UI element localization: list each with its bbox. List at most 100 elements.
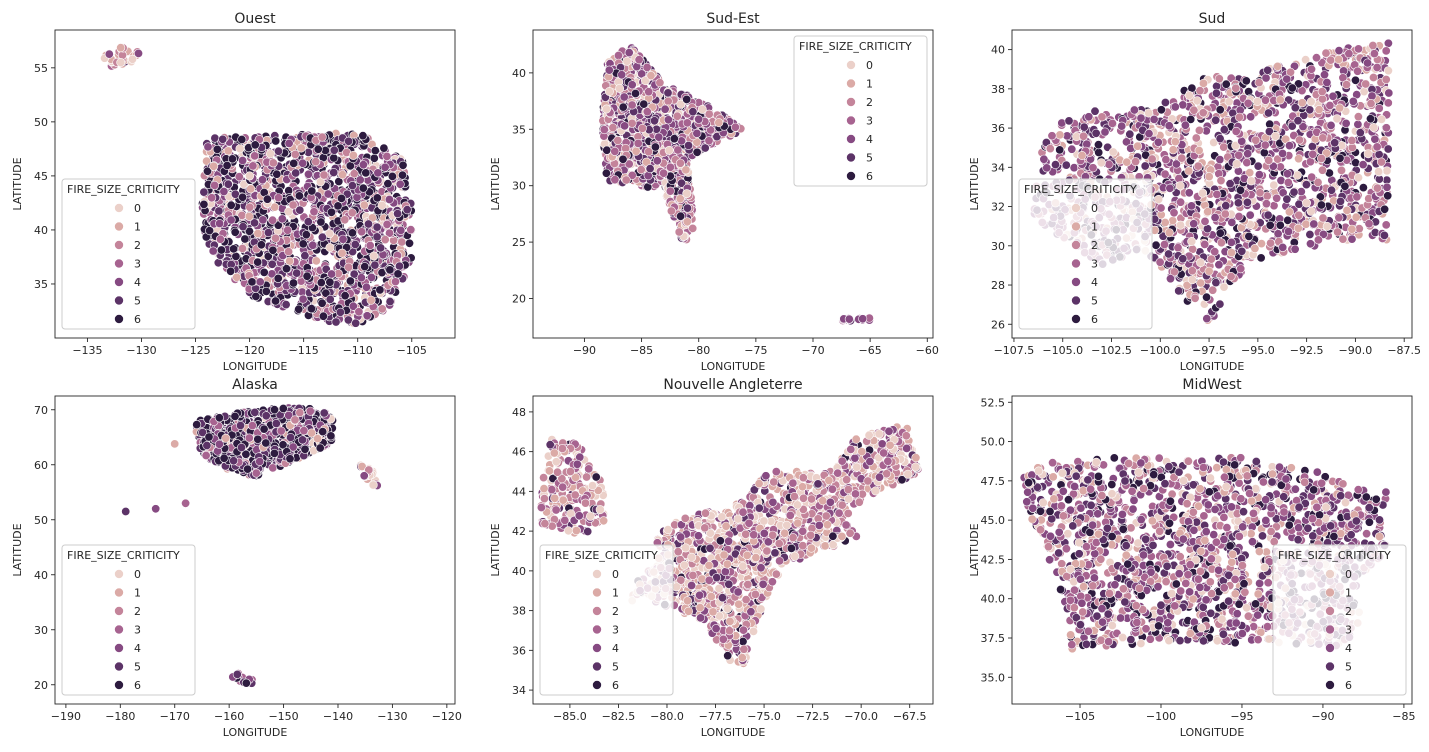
- data-point: [202, 156, 212, 166]
- data-point: [203, 166, 213, 176]
- data-point: [218, 134, 228, 144]
- data-point: [296, 143, 306, 153]
- data-point: [379, 143, 389, 153]
- data-point: [380, 162, 390, 172]
- legend-label: 0: [134, 202, 141, 215]
- data-point: [377, 200, 387, 210]
- data-point: [250, 140, 260, 150]
- data-point: [205, 226, 215, 236]
- data-point: [253, 257, 263, 267]
- data-point: [329, 145, 339, 155]
- data-point: [238, 192, 248, 202]
- data-point: [336, 193, 346, 203]
- legend-box: [61, 178, 196, 330]
- data-point: [384, 228, 394, 238]
- data-point: [284, 247, 294, 257]
- legend-label: 5: [134, 295, 141, 308]
- data-point: [351, 318, 361, 328]
- data-point: [255, 277, 265, 287]
- data-point: [267, 259, 277, 269]
- data-point: [238, 156, 248, 166]
- data-point: [319, 170, 329, 180]
- legend-label: 3: [134, 258, 141, 271]
- data-point: [104, 49, 114, 59]
- data-point: [377, 304, 387, 314]
- data-point: [207, 193, 217, 203]
- data-point: [309, 207, 319, 217]
- data-point: [350, 240, 360, 250]
- data-point: [306, 304, 316, 314]
- data-point: [291, 168, 301, 178]
- data-point: [317, 232, 327, 242]
- data-point: [347, 181, 357, 191]
- data-point: [295, 205, 305, 215]
- data-point: [216, 245, 226, 255]
- y-tick-label: 50: [34, 116, 48, 129]
- data-point: [238, 222, 248, 232]
- data-point: [385, 265, 395, 275]
- data-point: [246, 184, 256, 194]
- data-point: [257, 175, 267, 185]
- y-tick-label: 35: [34, 278, 48, 291]
- data-point: [317, 298, 327, 308]
- data-point: [337, 170, 347, 180]
- data-point: [268, 245, 278, 255]
- legend-marker: [114, 240, 124, 250]
- data-point: [271, 233, 281, 243]
- data-point: [116, 43, 126, 53]
- data-point: [230, 227, 240, 237]
- data-point: [294, 304, 304, 314]
- data-point: [355, 175, 365, 185]
- data-point: [327, 269, 337, 279]
- data-point: [317, 132, 327, 142]
- data-point: [271, 136, 281, 146]
- data-point: [263, 228, 273, 238]
- data-point: [358, 160, 368, 170]
- data-point: [340, 215, 350, 225]
- data-point: [290, 149, 300, 159]
- legend-label: 4: [134, 276, 141, 289]
- data-point: [361, 168, 371, 178]
- data-point: [277, 214, 287, 224]
- data-point: [263, 251, 273, 261]
- data-point: [345, 276, 355, 286]
- x-tick-label: −130: [126, 344, 156, 357]
- data-point: [273, 193, 283, 203]
- data-point: [366, 272, 376, 282]
- data-point: [365, 241, 375, 251]
- data-point: [223, 179, 233, 189]
- data-point: [318, 311, 328, 321]
- data-point: [308, 240, 318, 250]
- data-point: [333, 201, 343, 211]
- legend-marker: [114, 221, 124, 232]
- y-tick-label: 40: [34, 224, 48, 237]
- x-tick-label: −105: [397, 344, 427, 357]
- x-tick-label: −120: [234, 344, 264, 357]
- data-point: [235, 144, 245, 154]
- legend-marker: [114, 295, 124, 306]
- data-point: [244, 211, 254, 221]
- data-point: [281, 300, 291, 310]
- data-point: [261, 286, 271, 296]
- data-point: [349, 169, 359, 179]
- data-point: [376, 243, 386, 253]
- data-point: [281, 264, 291, 274]
- data-point: [268, 158, 278, 168]
- data-point: [222, 161, 232, 171]
- data-point: [313, 144, 323, 154]
- data-point: [240, 234, 250, 244]
- data-point: [273, 220, 283, 230]
- data-point: [210, 180, 220, 190]
- data-point: [289, 158, 299, 168]
- legend-marker: [114, 314, 124, 324]
- y-tick-label: 45: [34, 170, 48, 183]
- data-point: [372, 193, 382, 203]
- plot-frame: [54, 29, 456, 339]
- data-point: [380, 235, 390, 245]
- data-point: [215, 219, 225, 229]
- data-point: [256, 240, 266, 250]
- data-point: [393, 209, 403, 219]
- data-point: [209, 161, 219, 171]
- data-point: [284, 138, 294, 148]
